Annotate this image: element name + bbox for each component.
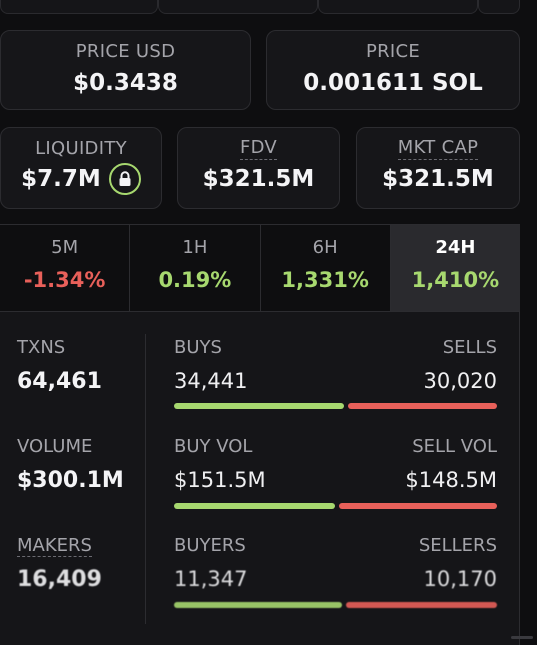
buys-label: BUYS xyxy=(174,337,222,358)
top-tab-3[interactable] xyxy=(318,0,478,14)
top-tab-4[interactable] xyxy=(478,0,520,14)
stats-panel: TXNS 64,461 BUYS 34,441 SELLS 30,020 VOL… xyxy=(0,312,520,645)
sells-label: SELLS xyxy=(442,337,497,358)
sellers-label: SELLERS xyxy=(418,535,497,556)
volume-value: $300.1M xyxy=(17,468,124,493)
tab-1h-value: 0.19% xyxy=(158,268,232,292)
sells-bar xyxy=(348,403,497,409)
tab-6h-value: 1,331% xyxy=(281,268,369,292)
buy-vol-label: BUY VOL xyxy=(174,436,253,457)
buys-value: 34,441 xyxy=(174,369,248,393)
sell-vol-value: $148.5M xyxy=(405,468,497,492)
tab-1h[interactable]: 1H 0.19% xyxy=(130,225,261,311)
price-usd-card: PRICE USD $0.3438 xyxy=(0,30,251,110)
price-native-card: PRICE 0.001611 SOL xyxy=(266,30,520,110)
tab-6h-label: 6H xyxy=(312,237,338,258)
price-usd-value: $0.3438 xyxy=(73,70,178,96)
liquidity-label: LIQUIDITY xyxy=(35,138,127,159)
timeframe-tabs: 5M -1.34% 1H 0.19% 6H 1,331% 24H 1,410% xyxy=(0,224,520,312)
tab-5m-label: 5M xyxy=(51,237,79,258)
makers-value: 16,409 xyxy=(17,567,102,592)
fdv-card[interactable]: FDV $321.5M xyxy=(177,127,340,209)
lock-icon[interactable] xyxy=(108,163,141,195)
liquidity-card: LIQUIDITY $7.7M xyxy=(0,127,162,209)
price-usd-label: PRICE USD xyxy=(75,41,176,62)
sells-value: 30,020 xyxy=(423,369,497,393)
fdv-value: $321.5M xyxy=(202,166,315,192)
price-native-value: 0.001611 SOL xyxy=(303,70,483,96)
makers-label[interactable]: MAKERS xyxy=(17,535,92,557)
tab-24h-value: 1,410% xyxy=(411,268,500,292)
tab-24h-label: 24H xyxy=(435,237,476,258)
txns-value: 64,461 xyxy=(17,369,102,394)
sell-vol-bar xyxy=(339,503,497,509)
tab-24h[interactable]: 24H 1,410% xyxy=(390,225,520,311)
txns-label: TXNS xyxy=(17,337,66,358)
buy-vol-value: $151.5M xyxy=(174,468,266,492)
sellers-value: 10,170 xyxy=(423,567,497,591)
volume-label: VOLUME xyxy=(17,436,93,457)
tab-5m-value: -1.34% xyxy=(23,268,106,292)
tab-6h[interactable]: 6H 1,331% xyxy=(261,225,391,311)
tab-5m[interactable]: 5M -1.34% xyxy=(0,225,131,311)
top-tab-2[interactable] xyxy=(158,0,318,14)
buy-vol-bar xyxy=(174,503,335,509)
sell-vol-label: SELL VOL xyxy=(412,436,497,457)
price-native-label: PRICE xyxy=(365,41,421,62)
liquidity-value: $7.7M xyxy=(21,166,101,192)
top-tab-1[interactable] xyxy=(0,0,158,14)
top-tab-strip xyxy=(0,0,537,14)
mkt-cap-value: $321.5M xyxy=(382,166,494,192)
buyers-value: 11,347 xyxy=(174,567,248,591)
buyers-label: BUYERS xyxy=(174,535,246,556)
fdv-label: FDV xyxy=(239,137,278,160)
mkt-cap-card[interactable]: MKT CAP $321.5M xyxy=(356,127,520,209)
mkt-cap-label: MKT CAP xyxy=(397,137,479,160)
stats-divider xyxy=(145,334,146,624)
buys-bar xyxy=(174,403,344,409)
scroll-handle[interactable] xyxy=(511,636,533,639)
buyers-bar xyxy=(174,602,342,608)
sellers-bar xyxy=(346,602,497,608)
tab-1h-label: 1H xyxy=(182,237,208,258)
